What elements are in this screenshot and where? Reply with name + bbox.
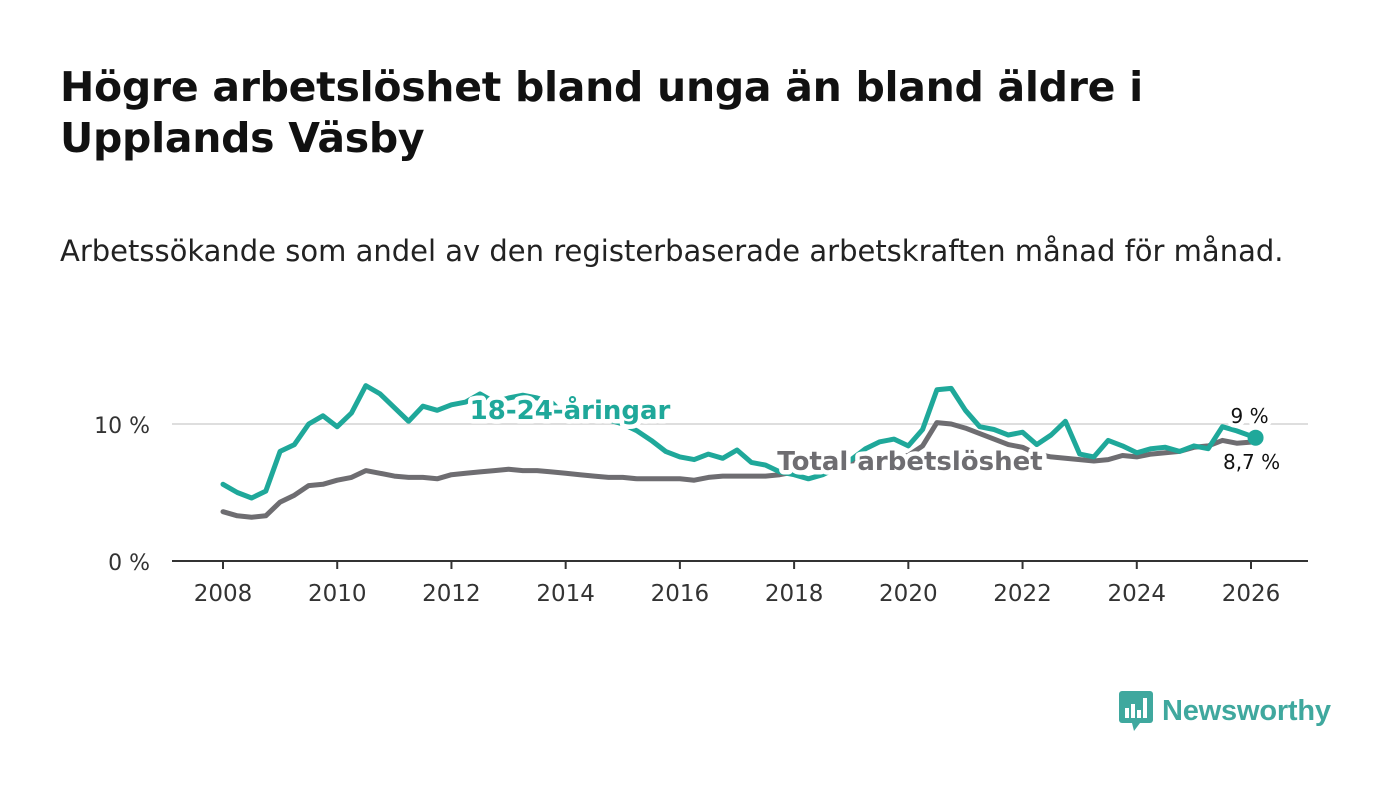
- series-lines: [220, 383, 1264, 520]
- bar-chart-speech-bubble-icon: [1119, 691, 1153, 731]
- chart-subtitle: Arbetssökande som andel av den registerb…: [60, 234, 1284, 268]
- x-tick-label: 2016: [651, 581, 710, 607]
- y-tick-label: 10 %: [94, 414, 150, 439]
- x-tick-label: 2010: [308, 581, 367, 607]
- series-label-youth: 18-24-åringar: [470, 394, 671, 426]
- x-tick-label: 2022: [993, 581, 1052, 607]
- x-tick-label: 2008: [194, 581, 253, 607]
- x-tick-label: 2020: [879, 581, 938, 607]
- last-value-total: 8,7 %: [1223, 450, 1280, 474]
- y-tick-label: 0 %: [108, 551, 150, 576]
- x-axis-ticks: 2008 2010 2012 2014 2016 2018 2020 2022 2024 2026: [194, 561, 1281, 607]
- series-line-total: [220, 420, 1259, 520]
- x-tick-label: 2026: [1222, 581, 1281, 607]
- series-label-total-halo: Total arbetslöshet: [777, 447, 1042, 477]
- x-tick-label: 2012: [422, 581, 481, 607]
- brand-name: Newsworthy: [1162, 694, 1331, 727]
- series-label-youth-halo: 18-24-åringar: [470, 394, 671, 426]
- y-axis-ticks: 0 % 10 %: [94, 414, 150, 576]
- series-label-total: Total arbetslöshet: [777, 447, 1042, 477]
- x-tick-label: 2018: [765, 581, 824, 607]
- series-line-youth: [220, 383, 1259, 501]
- end-point-dot: [1247, 429, 1264, 446]
- x-tick-label: 2024: [1108, 581, 1167, 607]
- chart-title: Högre arbetslöshet bland unga än bland ä…: [60, 63, 1143, 162]
- newsworthy-logo: Newsworthy: [1118, 690, 1331, 732]
- last-value-youth: 9 %: [1231, 404, 1269, 428]
- x-tick-label: 2014: [536, 581, 595, 607]
- last-value-youth-halo: 9 %: [1231, 404, 1269, 428]
- last-value-total-halo: 8,7 %: [1223, 450, 1280, 474]
